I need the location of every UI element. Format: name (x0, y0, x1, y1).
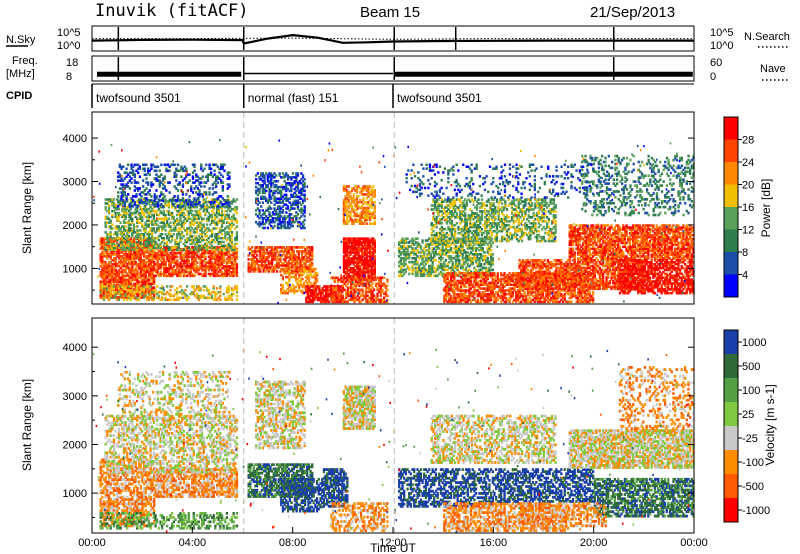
heat-cell (111, 214, 113, 217)
heat-cell (111, 223, 113, 226)
heat-cell (144, 249, 146, 252)
heat-cell (105, 206, 107, 209)
freq-panel-frame (92, 56, 694, 81)
noise-left-tick-high: 10^5 (57, 27, 81, 39)
heat-cell (153, 261, 155, 264)
heat-cell (113, 198, 115, 201)
heat-cell (176, 256, 178, 259)
heat-cell (141, 243, 143, 246)
heat-cell (161, 233, 163, 236)
heat-cell (164, 229, 166, 232)
frequency-panel: Freq. [MHz] 18 8 60 0 Nave (6, 55, 790, 83)
heat-cell (193, 275, 195, 278)
figure-canvas: Inuvik (fitACF) Beam 15 21/Sep/2013 N.Sk… (0, 0, 800, 554)
heat-cell (111, 227, 113, 230)
freq-block-2 (394, 72, 692, 77)
nave-label: Nave (760, 63, 786, 75)
heat-cell (131, 218, 133, 221)
nave-right-tick-low: 0 (710, 71, 716, 83)
heat-cell (158, 239, 160, 242)
heat-cell (113, 237, 115, 240)
freq-unit-label: [MHz] (6, 68, 35, 80)
heat-cell (188, 259, 190, 262)
heat-cell (133, 223, 135, 226)
noise-right-label: N.Search (744, 31, 790, 43)
freq-left-label: Freq. (12, 55, 38, 67)
noise-left-label: N.Sky (6, 34, 36, 46)
heat-cell (128, 235, 130, 238)
beam-label: Beam 15 (360, 4, 420, 21)
noise-right-tick-low: 10^0 (710, 40, 734, 52)
heat-cell (139, 229, 141, 232)
heat-cell (149, 247, 151, 250)
nave-right-tick-high: 60 (710, 57, 722, 69)
heat-cell (120, 221, 122, 224)
heat-cell (108, 204, 110, 207)
heat-cell (136, 247, 138, 250)
heat-cell (204, 256, 206, 259)
heat-cell (163, 249, 165, 252)
noise-panel: N.Sky 10^5 10^0 10^5 10^0 N.Search (6, 26, 790, 52)
freq-left-tick-high: 18 (66, 57, 78, 69)
noise-right-tick-high: 10^5 (710, 27, 734, 39)
cpid-segment-label-2: twofsound 3501 (397, 91, 482, 105)
heat-cell (236, 263, 238, 266)
heat-cell (168, 218, 170, 221)
station-title: Inuvik (fitACF) (95, 1, 249, 21)
cpid-segment-label-0: twofsound 3501 (96, 91, 181, 105)
heat-cell (133, 249, 135, 252)
heat-cell (118, 237, 120, 240)
cpid-panel: CPID twofsound 3501 normal (fast) 151 twof… (6, 84, 694, 108)
date-label: 21/Sep/2013 (590, 4, 675, 21)
heat-cell (110, 220, 112, 223)
heat-cell (153, 227, 155, 230)
freq-left-tick-low: 8 (66, 71, 72, 83)
heat-cell (125, 225, 127, 228)
heat-cell (164, 214, 166, 217)
heat-cell (153, 286, 155, 289)
heat-cell (163, 210, 165, 213)
cpid-segment-label-1: normal (fast) 151 (248, 91, 339, 105)
heat-cell (163, 237, 165, 240)
cpid-segments: twofsound 3501 normal (fast) 151 twofsound… (92, 84, 694, 108)
cpid-label: CPID (6, 90, 32, 102)
noise-left-tick-low: 10^0 (57, 40, 81, 52)
heat-cell (136, 241, 138, 244)
heat-cell (176, 259, 178, 262)
heat-cell (196, 261, 198, 264)
heat-cell (118, 208, 120, 211)
heat-cell (110, 231, 112, 234)
